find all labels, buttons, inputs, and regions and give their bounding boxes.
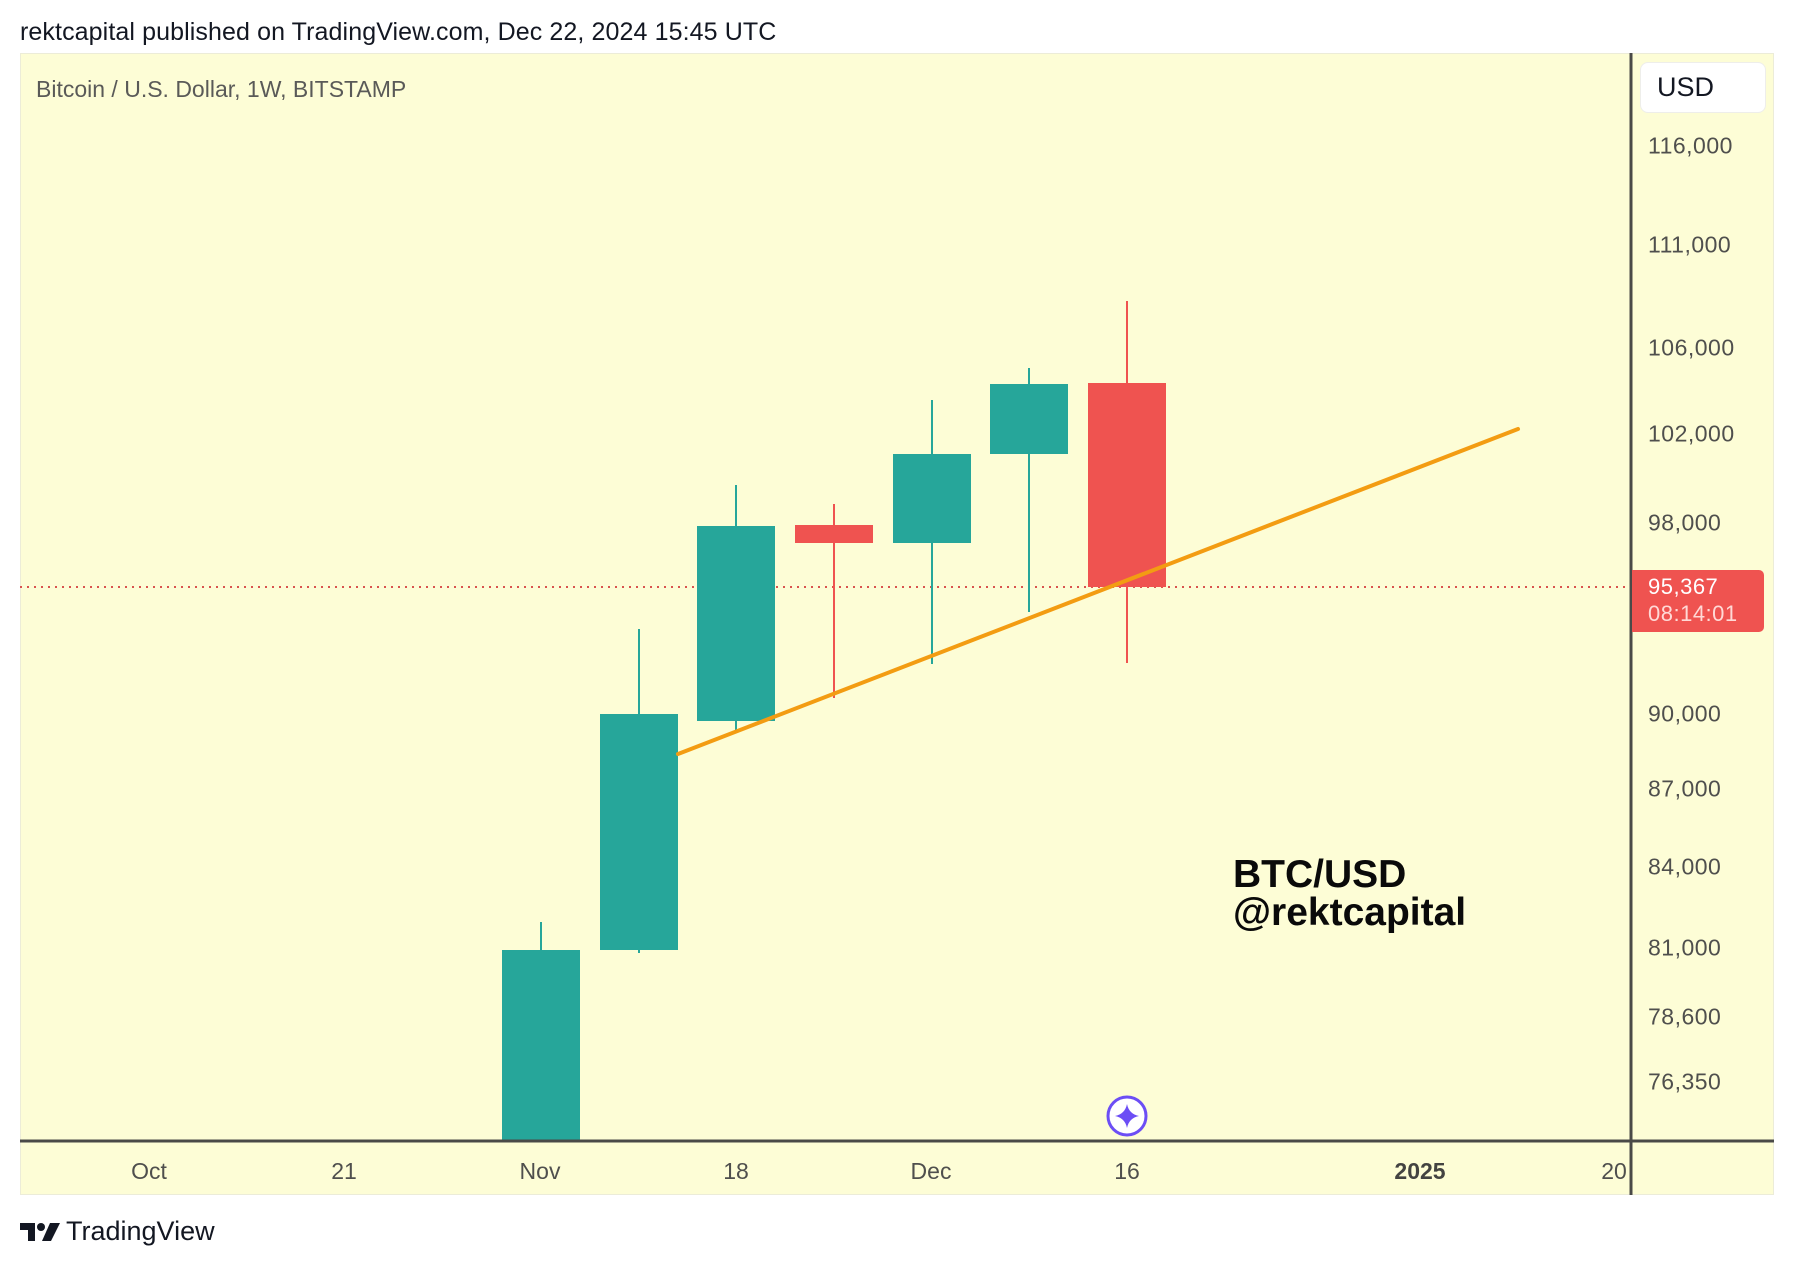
candle — [600, 629, 678, 953]
tradingview-logo[interactable]: TradingView — [20, 1216, 215, 1247]
currency-button[interactable]: USD — [1640, 62, 1766, 113]
price-axis-label: 81,000 — [1648, 934, 1722, 961]
last-price-badge: 95,367 08:14:01 — [1632, 570, 1764, 632]
annotation-line-1: BTC/USD — [1233, 853, 1407, 896]
time-axis-label: Dec — [910, 1158, 952, 1184]
price-axis-label: 76,350 — [1648, 1068, 1722, 1095]
candle — [697, 485, 775, 731]
time-axis-label: 20 — [1601, 1158, 1627, 1184]
chart-title: Bitcoin / U.S. Dollar, 1W, BITSTAMP — [36, 76, 407, 102]
time-axis-label: Oct — [131, 1158, 167, 1184]
tradingview-logo-icon — [20, 1222, 60, 1241]
candle — [1088, 301, 1166, 663]
time-axis-label: 16 — [1114, 1158, 1140, 1184]
sparkle-icon[interactable] — [1106, 1095, 1148, 1137]
price-axis-label: 78,600 — [1648, 1003, 1722, 1030]
price-axis-label: 90,000 — [1648, 700, 1722, 727]
price-axis-label: 111,000 — [1648, 231, 1732, 258]
time-axis-label: 18 — [723, 1158, 749, 1184]
tradingview-wordmark: TradingView — [66, 1216, 215, 1246]
annotation-line-2: @rektcapital — [1233, 891, 1467, 934]
price-axis-label: 102,000 — [1648, 420, 1735, 447]
candle — [893, 400, 971, 664]
bar-countdown: 08:14:01 — [1648, 601, 1738, 626]
candle — [990, 368, 1068, 612]
price-axis-label: 98,000 — [1648, 509, 1722, 536]
trendline[interactable] — [676, 427, 1520, 756]
price-axis-label: 106,000 — [1648, 334, 1735, 361]
candle — [795, 504, 873, 698]
time-axis-label: Nov — [519, 1158, 561, 1184]
time-axis-label-year: 2025 — [1394, 1158, 1446, 1184]
time-axis-label: 21 — [331, 1158, 357, 1184]
price-axis-label: 87,000 — [1648, 775, 1722, 802]
candle — [502, 922, 580, 1141]
last-price-value: 95,367 — [1648, 574, 1719, 599]
price-axis-label: 84,000 — [1648, 853, 1722, 880]
publish-line: rektcapital published on TradingView.com… — [20, 18, 777, 46]
chart-panel[interactable] — [20, 53, 1774, 1195]
price-axis-label: 116,000 — [1648, 132, 1733, 159]
chart-annotation[interactable]: BTC/USD @rektcapital — [1233, 853, 1467, 934]
